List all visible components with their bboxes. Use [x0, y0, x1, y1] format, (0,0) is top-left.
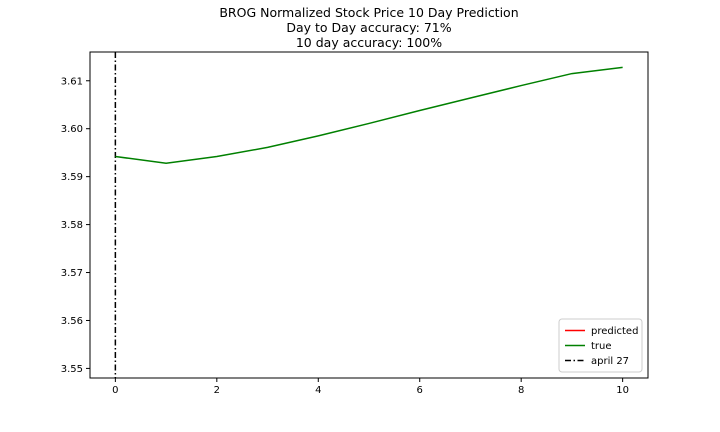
chart-title-line-2: Day to Day accuracy: 71%: [286, 20, 451, 35]
legend-label: true: [591, 341, 612, 352]
chart-title-line-3: 10 day accuracy: 100%: [296, 35, 442, 50]
y-tick-label: 3.59: [61, 172, 83, 183]
x-tick-label: 6: [417, 385, 423, 396]
legend-label: april 27: [591, 356, 629, 367]
x-tick-label: 8: [518, 385, 524, 396]
legend: predicted true april 27: [558, 318, 643, 373]
series-group: [114, 52, 623, 378]
y-tick-label: 3.56: [61, 316, 83, 327]
chart-title-line-1: BROG Normalized Stock Price 10 Day Predi…: [219, 5, 518, 20]
plot-area: 0 2 4 6 8 10 3.55 3.56 3.57 3.58 3.59 3.60 3.61: [61, 51, 649, 396]
legend-box: [558, 318, 643, 373]
x-tick-label: 0: [112, 385, 118, 396]
chart-title: BROG Normalized Stock Price 10 Day Predi…: [219, 5, 518, 50]
x-tick-label: 2: [214, 385, 220, 396]
axes-frame: [89, 51, 649, 379]
x-tick-label: 4: [315, 385, 321, 396]
y-tick-label: 3.55: [61, 364, 83, 375]
legend-label: predicted: [591, 326, 638, 337]
y-tick-label: 3.58: [61, 220, 83, 231]
y-tick-label: 3.61: [61, 76, 83, 87]
y-tick-label: 3.57: [61, 268, 83, 279]
series-line-true: [115, 66, 623, 164]
x-tick-label: 10: [616, 385, 629, 396]
y-tick-label: 3.60: [61, 124, 83, 135]
